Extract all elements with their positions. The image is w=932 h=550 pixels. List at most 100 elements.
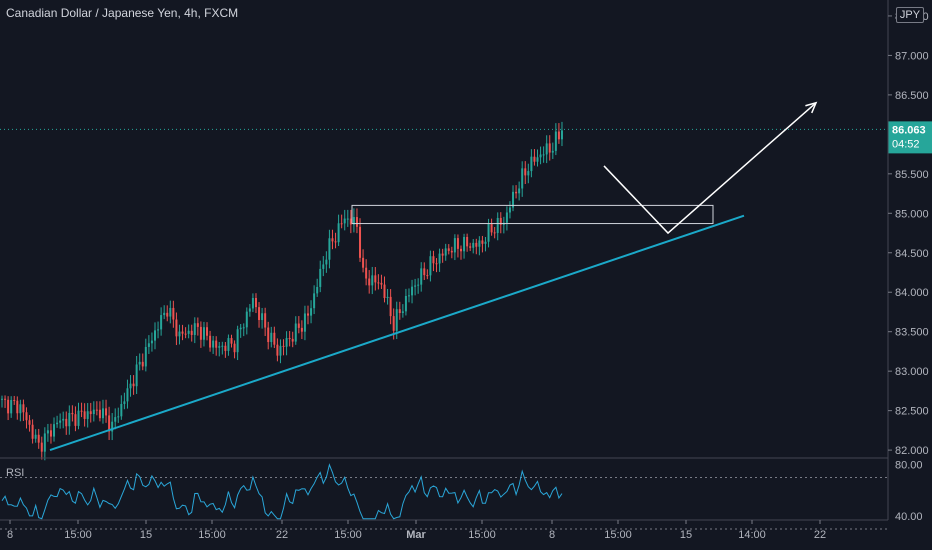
candle	[533, 149, 536, 166]
candle-body	[285, 338, 288, 347]
candle-body	[43, 433, 46, 452]
candle	[218, 342, 221, 357]
candle-body	[530, 156, 533, 172]
candle-body	[68, 412, 71, 427]
candle	[261, 307, 264, 329]
candle-body	[160, 315, 163, 330]
candle-body	[74, 414, 77, 426]
candle-body	[444, 248, 447, 256]
candle	[181, 324, 184, 341]
candle	[190, 324, 193, 342]
candle-body	[515, 191, 518, 194]
candle	[40, 436, 43, 460]
candle-body	[490, 223, 493, 233]
candle	[34, 429, 37, 443]
candle	[515, 185, 518, 199]
candle	[105, 399, 108, 423]
candle-body	[352, 217, 355, 225]
candle-body	[346, 218, 349, 220]
candle	[89, 402, 92, 423]
candle	[193, 317, 196, 344]
candle	[273, 326, 276, 349]
candle-body	[56, 422, 59, 425]
candle	[157, 321, 160, 339]
candle-body	[469, 246, 472, 248]
candle	[478, 236, 481, 256]
candle-body	[1, 398, 3, 400]
candle	[291, 331, 294, 348]
candle-body	[98, 409, 101, 419]
candle-body	[466, 236, 469, 247]
resistance-box	[351, 204, 714, 225]
rsi-line	[1, 463, 563, 520]
candle-body	[117, 416, 120, 418]
candle	[245, 307, 248, 335]
candle-body	[426, 275, 429, 277]
candle-body	[322, 264, 325, 269]
candle-body	[371, 275, 374, 286]
candle-body	[472, 242, 475, 248]
candle	[554, 123, 557, 156]
candle-body	[362, 257, 365, 268]
candle-body	[40, 442, 43, 452]
candle	[62, 411, 65, 429]
candle-body	[80, 410, 83, 412]
candle	[28, 415, 31, 432]
candle	[496, 212, 499, 241]
candle-body	[542, 154, 545, 156]
candle-body	[499, 217, 502, 225]
x-tick-label: 8	[549, 529, 555, 541]
candle-body	[417, 284, 420, 286]
candle-body	[307, 313, 309, 316]
candle-body	[407, 295, 410, 297]
candle	[254, 293, 257, 314]
x-tick-label: 15:00	[334, 529, 362, 541]
x-tick-label: 15	[140, 529, 152, 541]
y-tick-label: 82.500	[895, 406, 929, 418]
candle	[346, 209, 349, 227]
candle	[221, 341, 224, 355]
candle	[334, 232, 337, 249]
candle-body	[59, 420, 62, 423]
candle	[258, 302, 261, 328]
x-tick-label: 15:00	[64, 529, 92, 541]
candle	[545, 135, 548, 164]
candle-body	[221, 345, 224, 347]
candle	[56, 415, 59, 428]
candle-body	[291, 338, 294, 342]
candle	[59, 413, 62, 429]
candle	[502, 216, 505, 234]
candle	[215, 336, 218, 356]
candle-body	[487, 223, 490, 242]
candle	[114, 408, 117, 430]
candle-body	[411, 286, 414, 296]
candle	[508, 201, 511, 219]
candle-body	[49, 430, 52, 437]
candle-body	[527, 171, 530, 176]
candle-body	[89, 411, 92, 415]
candle-body	[435, 263, 438, 265]
candle-body	[105, 408, 108, 416]
candle-body	[163, 312, 166, 316]
candle	[248, 304, 251, 317]
candle	[368, 270, 371, 294]
candle	[512, 185, 515, 212]
candle-body	[484, 241, 487, 244]
candle-body	[294, 323, 297, 342]
candle-body	[359, 226, 362, 258]
candle-body	[450, 250, 453, 253]
candle-body	[218, 346, 221, 348]
candle	[147, 335, 150, 354]
currency-badge[interactable]: JPY	[896, 7, 924, 23]
candle-body	[319, 268, 322, 287]
candle	[206, 322, 209, 341]
candle	[169, 300, 172, 324]
candle-body	[86, 411, 89, 419]
candle-body	[46, 430, 49, 434]
candle	[31, 419, 34, 444]
candle	[111, 413, 114, 441]
candle	[518, 181, 521, 201]
candle-body	[144, 346, 147, 367]
candle-body	[224, 345, 227, 351]
